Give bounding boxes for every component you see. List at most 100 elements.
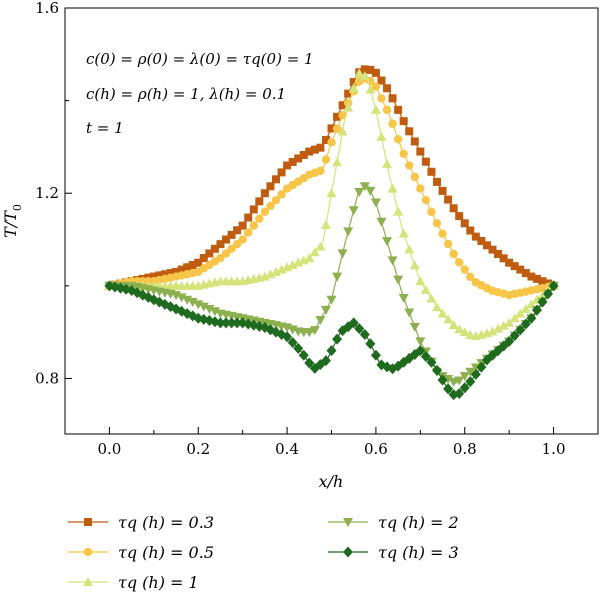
data-point <box>393 134 403 144</box>
series-4 <box>104 182 559 387</box>
data-point <box>371 68 380 77</box>
series-3 <box>104 68 559 341</box>
plot-frame <box>64 7 599 435</box>
legend-marker <box>343 546 353 558</box>
series-line <box>109 76 554 296</box>
data-point <box>405 161 414 170</box>
x-axis-ticks: 0.0 0.2 0.4 0.6 0.8 1.0 <box>97 427 566 458</box>
data-point <box>394 105 403 114</box>
data-point <box>332 157 343 167</box>
data-point <box>377 94 386 103</box>
data-point <box>432 219 442 228</box>
data-point <box>260 189 269 198</box>
legend-item: τq (h) = 0.3 <box>68 513 214 532</box>
data-point <box>271 175 280 184</box>
data-point <box>393 206 404 216</box>
data-point <box>320 220 331 230</box>
data-point <box>431 302 442 312</box>
data-point <box>455 212 464 221</box>
data-point <box>266 182 275 191</box>
data-point <box>427 167 436 176</box>
data-point <box>365 186 376 196</box>
data-point <box>238 221 247 230</box>
y-axis-label: T/T0 <box>1 204 24 238</box>
data-point <box>316 166 325 176</box>
legend: τq (h) = 0.3 τq (h) = 0.5 τq (h) = 1 τq (h)… <box>68 513 459 592</box>
data-point <box>388 94 397 103</box>
data-point <box>315 315 326 325</box>
data-point <box>399 149 408 159</box>
data-point <box>388 119 397 128</box>
x-tick-label: 0.8 <box>453 440 477 458</box>
data-point <box>415 276 426 286</box>
data-point <box>444 195 453 204</box>
x-tick-label: 1.0 <box>542 440 566 458</box>
data-point <box>421 157 430 166</box>
data-point <box>326 295 337 305</box>
data-point <box>460 265 469 274</box>
data-point <box>382 158 393 168</box>
data-point <box>438 229 447 238</box>
data-point <box>432 177 441 186</box>
data-point <box>449 204 458 213</box>
data-point <box>365 338 376 350</box>
data-point <box>315 241 326 251</box>
data-point <box>382 237 393 247</box>
data-point <box>454 258 464 267</box>
data-point <box>415 337 426 347</box>
data-point <box>399 117 408 126</box>
data-point <box>337 249 348 259</box>
x-axis-label: x/h <box>319 472 344 491</box>
data-point <box>409 322 420 332</box>
legend-marker <box>84 518 92 526</box>
data-point <box>398 293 409 303</box>
data-point <box>376 217 387 227</box>
legend-marker <box>83 547 93 557</box>
data-point <box>416 147 425 156</box>
data-point <box>383 84 392 93</box>
series-5 <box>104 280 559 401</box>
data-point <box>449 249 458 259</box>
data-point <box>387 256 398 266</box>
x-tick-label: 0.4 <box>275 440 299 458</box>
data-point <box>410 172 419 182</box>
data-point <box>427 207 436 216</box>
data-point <box>410 137 419 146</box>
data-point <box>438 186 447 195</box>
annotation-line-3: t = 1 <box>86 119 124 137</box>
data-point <box>377 76 386 85</box>
data-point <box>404 308 415 318</box>
data-point <box>404 244 415 254</box>
data-point <box>460 219 469 228</box>
data-point <box>443 239 453 249</box>
data-point <box>376 131 387 141</box>
legend-label: τq (h) = 3 <box>378 543 459 562</box>
data-point <box>277 168 286 177</box>
data-point <box>249 221 258 230</box>
y-axis-label-group: T/T0 <box>1 204 24 238</box>
y-axis-ticks: 0.8 1.2 1.6 <box>35 0 72 387</box>
x-tick-label: 0.0 <box>97 440 121 458</box>
data-point <box>244 228 253 237</box>
series-2 <box>105 74 558 300</box>
y-tick-label: 1.6 <box>35 0 59 17</box>
data-point <box>398 228 409 238</box>
data-point <box>370 198 381 208</box>
data-point <box>327 138 336 147</box>
data-point <box>320 305 331 315</box>
data-point <box>387 183 398 193</box>
data-point <box>343 227 354 237</box>
legend-label: τq (h) = 0.5 <box>118 543 214 562</box>
data-point <box>382 105 392 115</box>
annotation-line-1: c(0) = ρ(0) = λ(0) = τq(0) = 1 <box>86 50 314 68</box>
data-point <box>321 155 331 164</box>
legend-item: τq (h) = 2 <box>328 513 459 532</box>
x-tick-label: 0.2 <box>186 440 210 458</box>
series-1 <box>105 65 558 290</box>
y-tick-label: 0.8 <box>35 369 59 387</box>
data-point <box>255 214 264 223</box>
data-point <box>393 275 404 285</box>
legend-item: τq (h) = 0.5 <box>68 543 214 562</box>
x-tick-label: 0.6 <box>364 440 388 458</box>
